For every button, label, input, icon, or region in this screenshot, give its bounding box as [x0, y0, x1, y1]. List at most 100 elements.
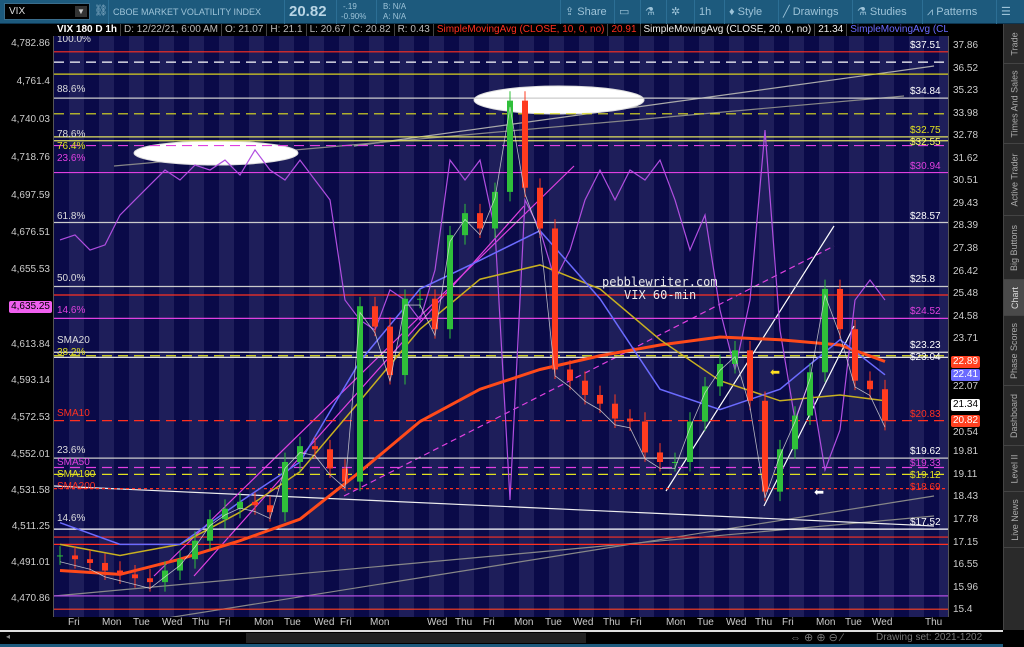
button-label: Patterns [936, 6, 978, 18]
info-field: SimpleMovingAvg (CLOSE, 10, 0, no) [434, 24, 609, 36]
candle-body [237, 501, 243, 509]
secondary-axis-tick: 4,613.84 [11, 338, 50, 350]
left-price-axis[interactable]: 4,782.86 4,761.4 4,740.03 4,718.76 4,697.59 4… [0, 36, 54, 617]
toolbar-button-share[interactable]: ⇪ Share [560, 0, 611, 24]
candle-body [717, 363, 723, 387]
price-bubble: 22.89 [951, 355, 981, 368]
time-axis-label: Tue [284, 617, 301, 628]
chart-canvas[interactable] [54, 36, 948, 617]
trendline [343, 245, 835, 497]
fib-label: 61.8% [57, 210, 86, 222]
candle-body [372, 306, 378, 327]
fib-label: SMA50 [57, 456, 90, 468]
percent-change: -0.90% [341, 12, 367, 21]
info-field: VIX 180 D 1h [54, 24, 122, 36]
candle-body [762, 400, 768, 492]
info-field: C: 20.82 [350, 24, 395, 36]
candle-body [747, 350, 753, 401]
price-axis-tick: 29.43 [953, 197, 979, 209]
toolbar-button-1h[interactable]: 1h [694, 0, 715, 24]
price-axis-tick: 19.81 [953, 446, 979, 458]
info-field: L: 20.67 [307, 24, 350, 36]
tab-phase-scores[interactable]: Phase Scores [1004, 316, 1024, 386]
tab-label: Live News [1009, 498, 1020, 541]
candle-body [447, 235, 453, 330]
info-field: R: 0.43 [395, 24, 434, 36]
fib-label: SMA20 [57, 335, 90, 347]
annotation-ellipse [133, 140, 299, 166]
candle-body [387, 326, 393, 376]
time-axis-label: Fri [782, 617, 794, 628]
price-level-label: $23.04 [910, 352, 941, 364]
toolbar-button-drawings[interactable]: ╱ Drawings [778, 0, 843, 24]
candle-body [807, 372, 813, 416]
toolbar-button-style[interactable]: ♦ Style [724, 0, 766, 24]
candle-body [312, 446, 318, 450]
secondary-axis-tick: 4,782.86 [11, 38, 50, 49]
toolbar-button-alert-icon[interactable]: ▭ [614, 0, 633, 24]
price-level-label: $28.57 [910, 210, 941, 222]
candle-body [492, 191, 498, 229]
candle-body [402, 298, 408, 376]
price-axis-tick: 37.86 [953, 40, 979, 51]
info-field: D: 12/22/21, 6:00 AM [121, 24, 222, 36]
candle-body [822, 288, 828, 373]
watermark-line-1: pebblewriter.com [602, 275, 718, 289]
secondary-axis-tick: 4,697.59 [11, 189, 50, 201]
fib-label: 14.6% [57, 305, 86, 317]
chevron-down-icon[interactable]: ▼ [75, 6, 87, 17]
price-level-label: $20.83 [910, 408, 941, 420]
candle-body [657, 452, 663, 462]
ask: A: N/A [383, 12, 407, 21]
drawing-set-label[interactable]: Drawing set: 2021-1202 [876, 632, 983, 643]
price-level-label: $32.55 [910, 136, 941, 148]
tab-label: Level II [1009, 453, 1020, 484]
price-level-label: $19.12 [910, 470, 941, 482]
fib-label: 76.4% [57, 140, 86, 152]
chart-footer: ◂ ⇔ ⊕ ⊕ ⊖ ⁄ Drawing set: 2021-1202 [0, 630, 1003, 647]
tab-chart[interactable]: Chart [1004, 280, 1024, 316]
candle-body [612, 403, 618, 419]
price-chart[interactable]: pebblewriter.com VIX 60-min $37.51 $34.84… [54, 36, 948, 617]
price-level-label: $23.23 [910, 340, 941, 352]
gear-icon: ✲ [671, 6, 681, 18]
candle-body [297, 446, 303, 462]
candle-body [867, 380, 873, 390]
candle-body [687, 421, 693, 462]
candle-body [117, 570, 123, 575]
price-bubble: 20.82 [951, 414, 981, 427]
right-price-axis[interactable]: 37.86 36.52 35.23 33.98 32.78 31.62 30.51 29.43… [948, 36, 1003, 617]
tab-live-news[interactable]: Live News [1004, 492, 1024, 548]
scroll-left-icon[interactable]: ◂ [6, 632, 11, 641]
tab-big-buttons[interactable]: Big Buttons [1004, 216, 1024, 280]
tab-trade[interactable]: Trade [1004, 24, 1024, 64]
toolbar-button-patterns[interactable]: ⩘ Patterns [922, 0, 981, 24]
tab-label: Active Trader [1009, 152, 1020, 207]
time-axis-label: Thu [603, 617, 621, 628]
candle-body [282, 461, 288, 513]
price-axis-tick: 36.52 [953, 62, 979, 74]
tab-active-trader[interactable]: Active Trader [1004, 144, 1024, 216]
candle-body [792, 415, 798, 450]
secondary-axis-tick: 4,718.76 [11, 152, 50, 164]
link-icon[interactable]: ⛓ [94, 5, 108, 17]
toolbar-button-gear-icon[interactable]: ✲ [666, 0, 684, 24]
pan-icon[interactable]: ⇔ ⊕ ⊕ ⊖ ⁄ [790, 632, 843, 644]
secondary-axis-tick: 4,655.53 [11, 264, 50, 276]
tab-dashboard[interactable]: Dashboard [1004, 386, 1024, 446]
horizontal-scrollbar[interactable] [246, 633, 586, 643]
toolbar-button-studies[interactable]: ⚗ Studies [852, 0, 911, 24]
secondary-axis-tick: 4,676.51 [11, 227, 50, 239]
secondary-axis-tick: 4,511.25 [11, 521, 50, 533]
symbol-input[interactable]: VIX ▼ [4, 3, 90, 20]
fib-label: 23.6% [57, 444, 86, 456]
toolbar-button-menu-list-icon[interactable]: ☰ [996, 0, 1015, 24]
sma100-line [59, 264, 886, 557]
secondary-axis-tick: 4,593.14 [11, 375, 50, 387]
candle-body [552, 228, 558, 370]
price-axis-tick: 19.11 [953, 468, 978, 480]
toolbar-button-flask-icon[interactable]: ⚗ [640, 0, 659, 24]
tab-times-and-sales[interactable]: Times And Sales [1004, 64, 1024, 144]
fib-label: 23.6% [57, 152, 86, 164]
tab-level-ii[interactable]: Level II [1004, 446, 1024, 492]
